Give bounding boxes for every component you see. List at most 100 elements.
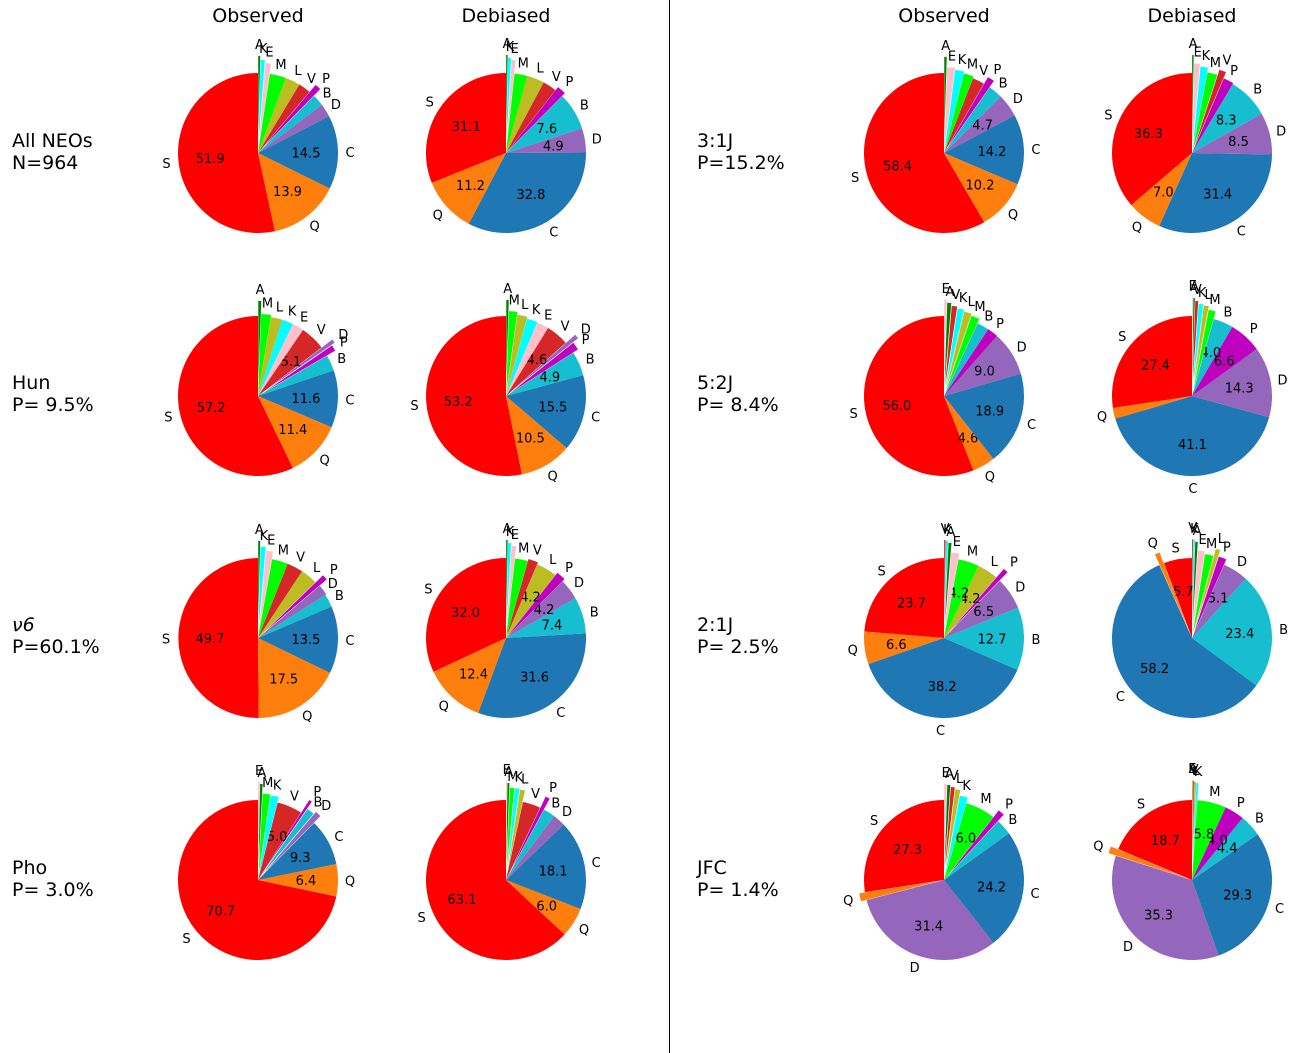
slice-category-label: Q xyxy=(1008,208,1018,223)
pie-slice-E xyxy=(1192,780,1193,861)
pie-slice-D xyxy=(515,334,579,389)
pie-slice-P xyxy=(951,568,1008,630)
slice-value-label: 31.1 xyxy=(452,120,481,135)
row-label-line2: N=964 xyxy=(12,152,79,174)
pie-slice-D xyxy=(268,339,335,389)
slice-category-label: S xyxy=(182,932,190,947)
slice-category-label: K xyxy=(506,40,515,55)
slice-category-label: V xyxy=(552,70,561,85)
slice-category-label: L xyxy=(1218,532,1226,547)
slice-category-label: A xyxy=(1190,280,1199,295)
slice-category-label: P xyxy=(340,336,348,351)
pie-slice-P xyxy=(948,77,994,147)
slice-category-label: E xyxy=(1188,762,1196,777)
slice-value-label: 14.5 xyxy=(292,147,321,162)
slice-category-label: S xyxy=(424,583,432,598)
pie-slice-K xyxy=(507,788,520,868)
pie-slice-P xyxy=(949,810,1004,874)
pie-slice-A xyxy=(1192,780,1194,861)
slice-category-label: M xyxy=(262,296,273,311)
slice-category-label: M xyxy=(518,57,529,72)
slice-value-label: 57.2 xyxy=(197,401,226,416)
slice-category-label: Q xyxy=(433,209,443,224)
pie-slice-L xyxy=(1193,305,1209,385)
pie-slice-Q xyxy=(433,638,506,714)
slice-category-label: A xyxy=(503,522,512,537)
pie-slice-P xyxy=(1192,326,1257,396)
row-label-line1: 3:1J xyxy=(697,130,734,152)
pie-slice-E xyxy=(259,63,271,143)
slice-category-label: E xyxy=(510,42,518,57)
pie-slice-P xyxy=(508,87,565,151)
slice-category-label: D xyxy=(562,805,572,820)
slice-category-label: E xyxy=(511,528,519,543)
slice-value-label: 14.2 xyxy=(977,145,1006,160)
pie-slice-M xyxy=(258,793,271,874)
slice-category-label: Q xyxy=(1132,221,1142,236)
pie-slice-B xyxy=(506,352,584,396)
pie-slice-A xyxy=(944,302,952,383)
pie-slice-C xyxy=(944,833,1024,943)
slice-category-label: P xyxy=(330,563,338,578)
slice-value-label: 6.0 xyxy=(956,831,977,846)
pie-slice-B xyxy=(1192,578,1272,686)
slice-value-label: 12.4 xyxy=(459,667,488,682)
slice-category-label: P xyxy=(996,317,1004,332)
slice-value-label: 4.6 xyxy=(526,353,547,368)
slice-category-label: C xyxy=(345,634,354,649)
slice-category-label: P xyxy=(566,75,574,90)
pie-slice-B xyxy=(506,598,586,638)
slice-value-label: 7.0 xyxy=(1153,185,1174,200)
slice-category-label: A xyxy=(941,39,950,54)
slice-category-label: M xyxy=(967,545,978,560)
pie-slice-B xyxy=(1192,818,1258,880)
slice-category-label: B xyxy=(1279,623,1288,638)
pie-slice-Q xyxy=(864,631,944,665)
slice-category-label: L xyxy=(521,298,529,313)
slice-category-label: V xyxy=(1188,521,1197,536)
pie-slice-C xyxy=(1159,153,1272,234)
slice-category-label: M xyxy=(518,542,529,557)
pie-slice-Q xyxy=(258,864,338,897)
row-label-line1: 5:2J xyxy=(697,372,734,394)
row-label-line2: P=15.2% xyxy=(697,152,785,174)
pie-slice-L xyxy=(258,317,283,396)
slice-category-label: A xyxy=(1189,762,1198,777)
pie-slice-Q xyxy=(859,881,939,902)
slice-category-label: M xyxy=(275,58,286,73)
slice-category-label: C xyxy=(345,146,354,161)
pie-slice-K xyxy=(258,546,266,627)
pie-slice-V xyxy=(945,305,958,386)
pie-slice-K xyxy=(1193,303,1204,384)
slice-value-label: 13.9 xyxy=(273,185,302,200)
slice-category-label: E xyxy=(953,535,961,550)
slice-category-label: V xyxy=(979,64,988,79)
pie-slice-A xyxy=(944,784,951,865)
slice-category-label: P xyxy=(1005,797,1013,812)
slice-category-label: S xyxy=(1171,541,1179,556)
slice-value-label: 29.3 xyxy=(1223,889,1252,904)
slice-category-label: S xyxy=(1118,330,1126,345)
pie-slice-V xyxy=(1192,300,1199,381)
slice-value-label: 10.2 xyxy=(966,179,995,194)
row-label-hun: Hun P= 9.5% xyxy=(12,372,94,416)
slice-category-label: A xyxy=(257,766,266,781)
slice-category-label: Q xyxy=(345,874,355,889)
pie-slice-E xyxy=(506,322,549,396)
pie-slice-L xyxy=(508,789,526,869)
pie-slice-K xyxy=(1192,540,1195,621)
pie-slice-S xyxy=(1163,558,1192,638)
slice-category-label: K xyxy=(273,778,282,793)
pie-slice-Q xyxy=(1131,153,1192,227)
pie-slice-S xyxy=(178,558,259,719)
pie-slice-C xyxy=(258,822,337,880)
pie-slice-C xyxy=(1111,564,1257,718)
pie-slice-S xyxy=(426,316,522,476)
pie-slice-P xyxy=(508,572,565,636)
slice-category-label: P xyxy=(1230,64,1238,79)
pie-slice-K xyxy=(506,318,538,396)
slice-category-label: M xyxy=(507,770,518,785)
